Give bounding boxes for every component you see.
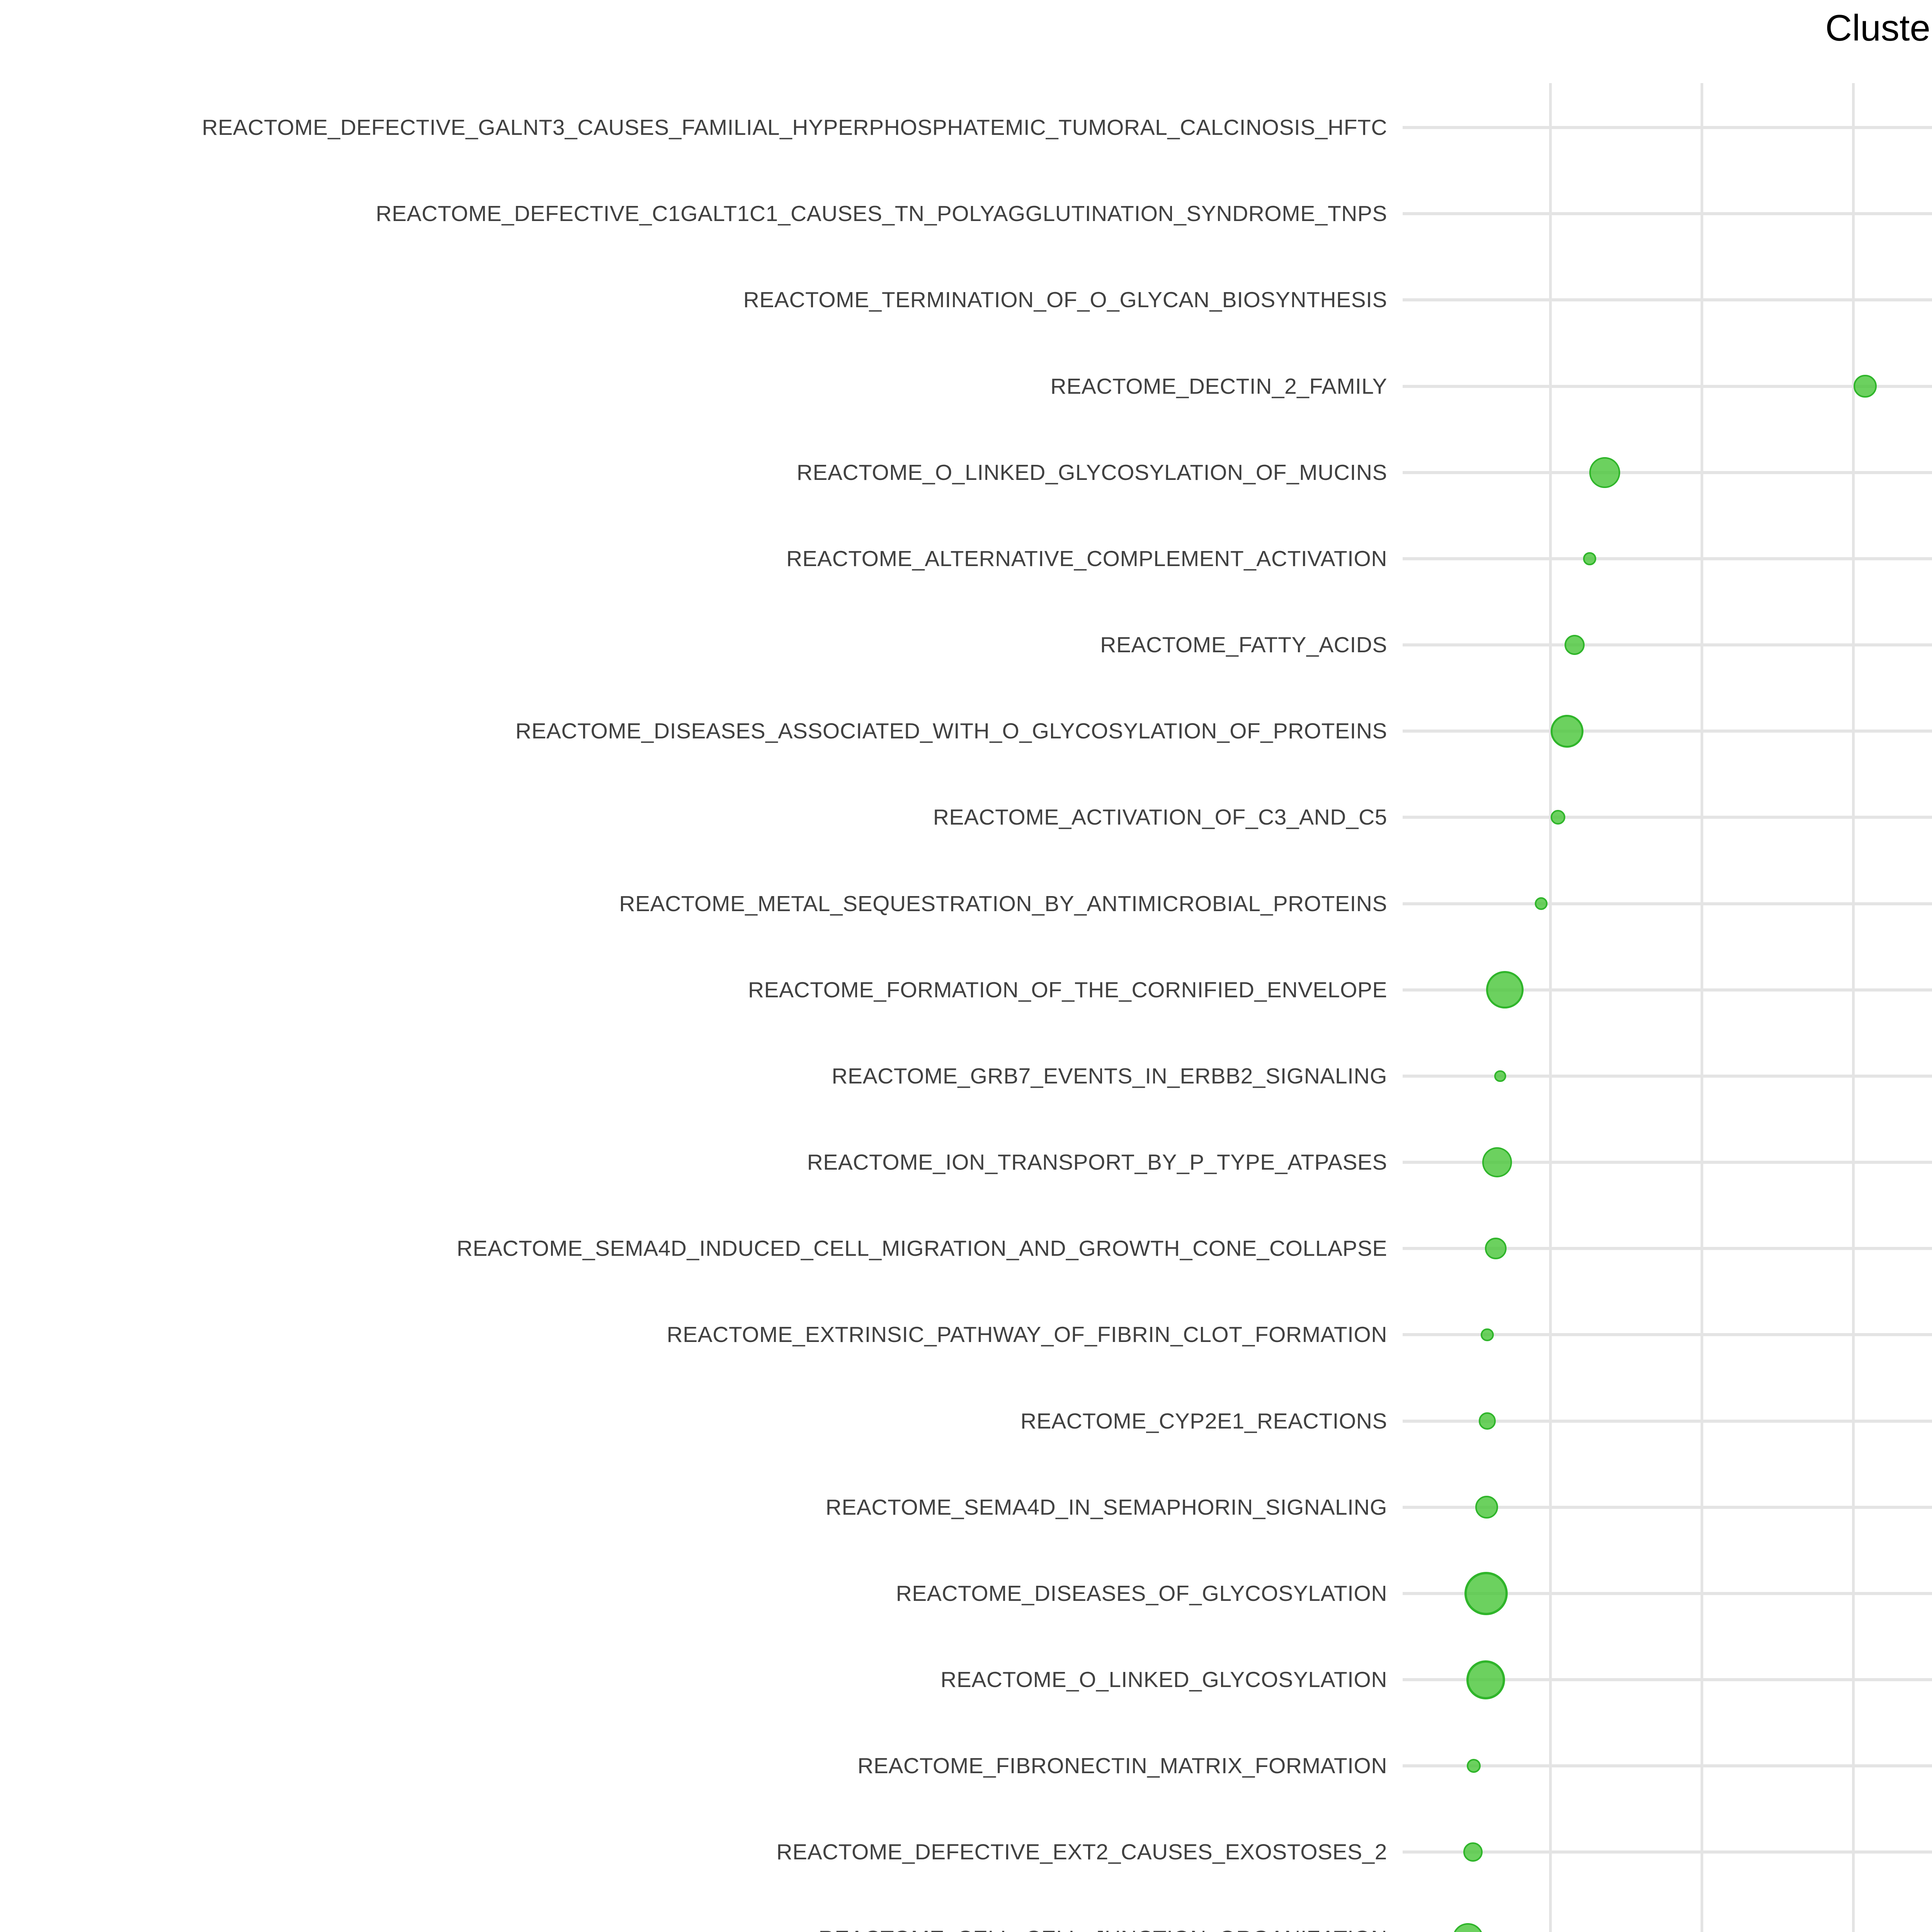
y-label-pathway: REACTOME_DEFECTIVE_EXT2_CAUSES_EXOSTOSES… [776, 1840, 1387, 1865]
gridline-row [1403, 471, 1932, 474]
data-point [1478, 1412, 1496, 1430]
gridline-row [1403, 1074, 1932, 1078]
gridline-row [1403, 384, 1932, 388]
y-label-pathway: REACTOME_DECTIN_2_FAMILY [1050, 374, 1387, 399]
data-point [1589, 457, 1621, 488]
gridline-row [1403, 1592, 1932, 1595]
y-label-pathway: REACTOME_ION_TRANSPORT_BY_P_TYPE_ATPASES [807, 1150, 1387, 1175]
y-label-pathway: REACTOME_CYP2E1_REACTIONS [1020, 1408, 1387, 1434]
gridline-row [1403, 1850, 1932, 1854]
gridline-row [1403, 1161, 1932, 1164]
y-label-pathway: REACTOME_FORMATION_OF_THE_CORNIFIED_ENVE… [748, 977, 1387, 1002]
y-label-pathway: REACTOME_CELL_CELL_JUNCTION_ORGANIZATION [15, 1925, 1387, 1932]
data-point [1854, 374, 1877, 398]
data-point [1534, 897, 1548, 910]
y-label-pathway: REACTOME_EXTRINSIC_PATHWAY_OF_FIBRIN_CLO… [667, 1322, 1387, 1347]
gridline-x-30 [1852, 83, 1855, 1932]
y-label-pathway: REACTOME_DISEASES_OF_GLYCOSYLATION [896, 1581, 1387, 1606]
gridline-row [1403, 1247, 1932, 1250]
data-point [1564, 634, 1585, 655]
gridline-row [1403, 126, 1932, 129]
y-label-pathway: REACTOME_ACTIVATION_OF_C3_AND_C5 [933, 805, 1387, 830]
gridline-row [1403, 643, 1932, 647]
data-point [1485, 1238, 1507, 1260]
gridline-row [1403, 298, 1932, 302]
plot-title: Cluster 13 [1825, 7, 1932, 49]
gridline-row [1403, 1764, 1932, 1768]
y-label-pathway: REACTOME_DEFECTIVE_C1GALT1C1_CAUSES_TN_P… [376, 201, 1387, 226]
gridline-x-20 [1700, 83, 1703, 1932]
gridline-row [1403, 816, 1932, 819]
y-label-pathway: REACTOME_ALTERNATIVE_COMPLEMENT_ACTIVATI… [786, 546, 1387, 571]
data-point [1486, 971, 1524, 1009]
gridline-row [1403, 1678, 1932, 1682]
y-label-pathway: REACTOME_DEFECTIVE_GALNT3_CAUSES_FAMILIA… [202, 115, 1387, 140]
y-label-pathway: REACTOME_DISEASES_ASSOCIATED_WITH_O_GLYC… [515, 719, 1387, 744]
data-point [1463, 1842, 1483, 1862]
y-label-pathway: REACTOME_O_LINKED_GLYCOSYLATION [940, 1667, 1387, 1692]
y-label-pathway: REACTOME_SEMA4D_INDUCED_CELL_MIGRATION_A… [456, 1236, 1387, 1261]
data-point [1583, 552, 1596, 565]
y-label-pathway: REACTOME_TERMINATION_OF_O_GLYCAN_BIOSYNT… [743, 287, 1387, 313]
plot-panel [1403, 83, 1932, 1932]
data-point [1550, 810, 1565, 825]
gridline-row [1403, 212, 1932, 216]
y-label-pathway: REACTOME_FIBRONECTIN_MATRIX_FORMATION [857, 1753, 1387, 1779]
gridline-row [1403, 1505, 1932, 1509]
gridline-row [1403, 902, 1932, 905]
y-label-pathway: REACTOME_O_LINKED_GLYCOSYLATION_OF_MUCIN… [796, 460, 1387, 485]
data-point [1464, 1572, 1508, 1615]
y-label-pathway: REACTOME_GRB7_EVENTS_IN_ERBB2_SIGNALING [832, 1063, 1387, 1088]
gridline-row [1403, 988, 1932, 992]
data-point [1482, 1147, 1512, 1177]
gridline-x-10 [1549, 83, 1552, 1932]
data-point [1481, 1328, 1494, 1342]
gridline-row [1403, 1333, 1932, 1337]
y-label-pathway: REACTOME_SEMA4D_IN_SEMAPHORIN_SIGNALING [825, 1495, 1387, 1520]
data-point [1475, 1496, 1498, 1519]
data-point [1494, 1070, 1506, 1082]
gridline-row [1403, 730, 1932, 733]
gridline-row [1403, 557, 1932, 560]
y-label-pathway: REACTOME_FATTY_ACIDS [1100, 633, 1387, 658]
y-label-pathway: REACTOME_METAL_SEQUESTRATION_BY_ANTIMICR… [619, 891, 1387, 916]
data-point [1467, 1759, 1481, 1773]
data-point [1550, 714, 1583, 748]
gridline-row [1403, 1419, 1932, 1423]
data-point [1466, 1660, 1505, 1699]
